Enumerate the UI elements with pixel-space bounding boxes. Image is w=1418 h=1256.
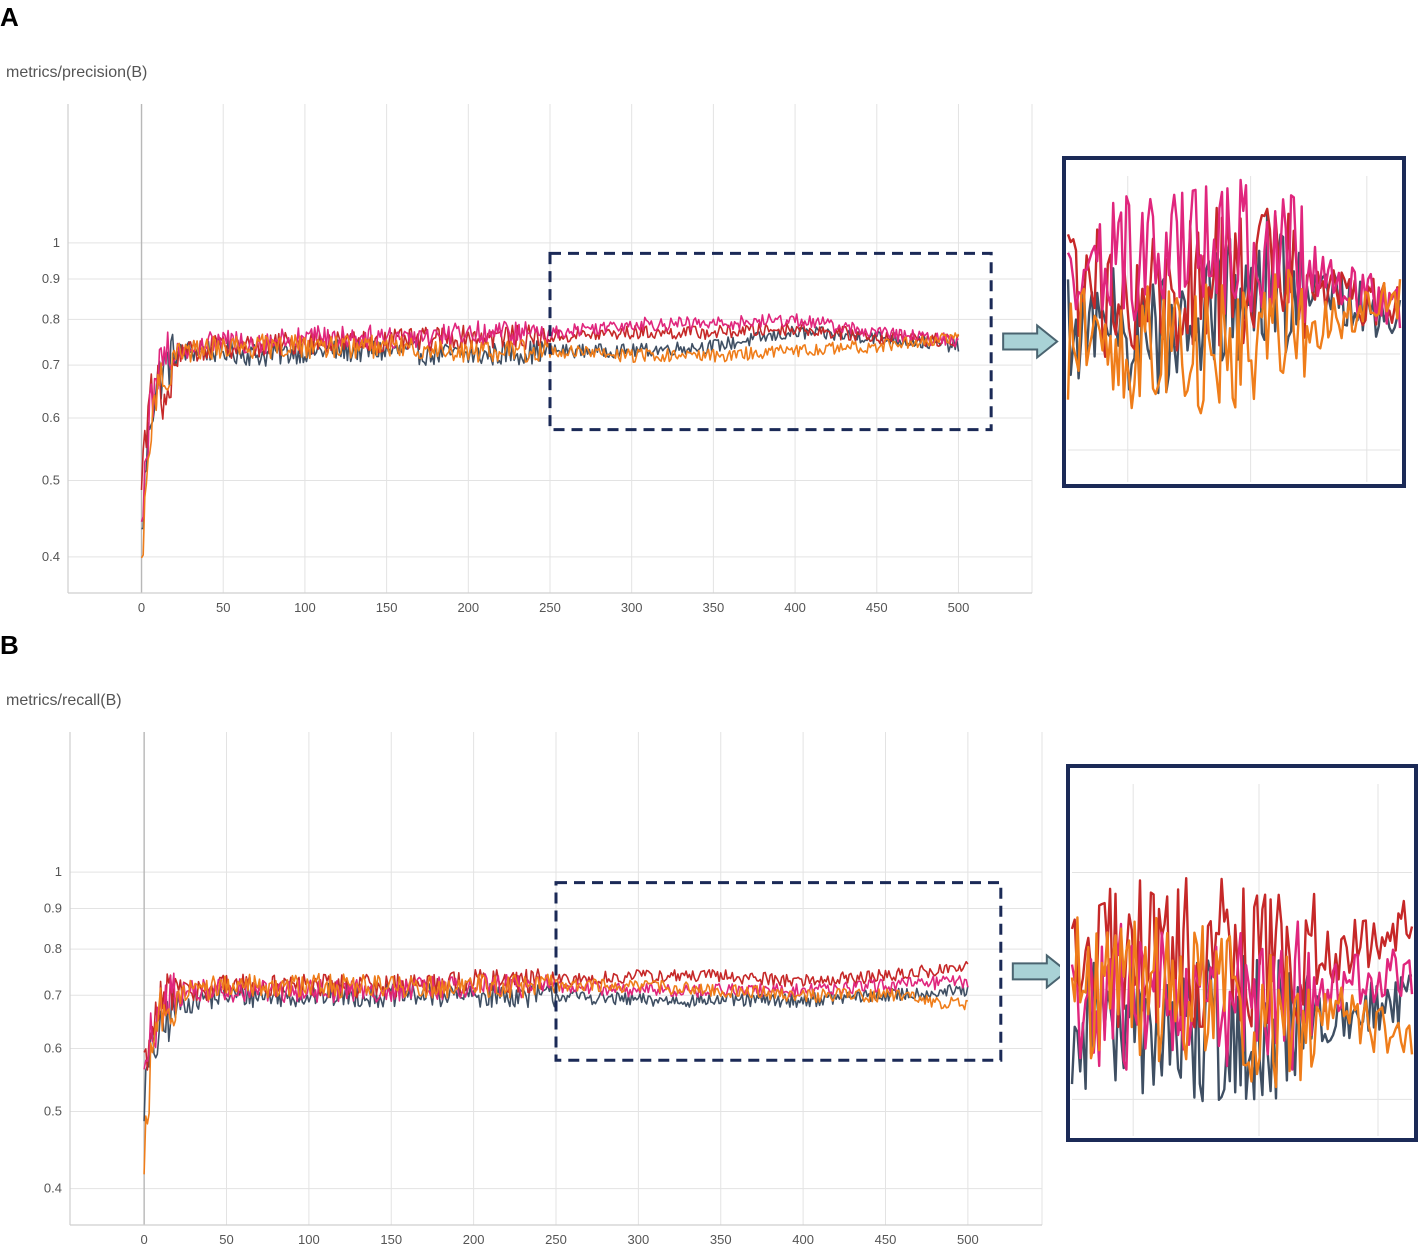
y-tick-label: 0.5	[42, 472, 60, 487]
x-tick-label: 50	[216, 600, 230, 615]
x-tick-label: 0	[138, 600, 145, 615]
y-tick-label: 0.4	[42, 549, 60, 564]
y-tick-label: 1	[53, 235, 60, 250]
x-tick-label: 400	[792, 1232, 814, 1247]
zoom-series-line-4	[1070, 916, 1414, 1089]
y-tick-label: 0.8	[44, 941, 62, 956]
x-tick-label: 200	[457, 600, 479, 615]
x-tick-label: 300	[621, 600, 643, 615]
zoom-region-box	[554, 881, 1003, 1062]
x-tick-label: 300	[628, 1232, 650, 1247]
y-tick-label: 0.6	[42, 410, 60, 425]
x-tick-label: 50	[219, 1232, 233, 1247]
x-tick-label: 450	[875, 1232, 897, 1247]
panel-letter-a: A	[0, 2, 19, 32]
chart-title-recall: metrics/recall(B)	[6, 692, 122, 709]
x-tick-label: 450	[866, 600, 888, 615]
y-tick-label: 0.7	[44, 987, 62, 1002]
zoom-arrow-icon	[1011, 953, 1060, 990]
x-tick-label: 100	[294, 600, 316, 615]
y-tick-label: 0.9	[44, 900, 62, 915]
y-tick-label: 0.5	[44, 1104, 62, 1119]
x-tick-label: 0	[141, 1232, 148, 1247]
zoom-region-box	[548, 251, 993, 432]
y-tick-label: 0.7	[42, 357, 60, 372]
zoom-series-line-3	[1070, 920, 1414, 1071]
x-tick-label: 400	[784, 600, 806, 615]
recall-chart: 0 50 100 150 200 250 300 350 400 450 500 0.4 0.5 0.6 0…	[44, 732, 1060, 1247]
x-tick-label: 100	[298, 1232, 320, 1247]
y-tick-label: 0.6	[44, 1041, 62, 1056]
panel-b: 0 50 100 150 200 250 300 350 400 450 500 0.4 0.5 0.6 0…	[0, 628, 1418, 1256]
zoom-series-line-3	[1066, 178, 1402, 329]
zoom-series-line-4	[1066, 268, 1402, 415]
x-tick-label: 200	[463, 1232, 485, 1247]
x-tick-label: 250	[545, 1232, 567, 1247]
recall-zoom-inset	[1066, 764, 1418, 1142]
chart-title-precision: metrics/precision(B)	[6, 64, 148, 81]
x-tick-label: 250	[539, 600, 561, 615]
panel-letter-b: B	[0, 630, 19, 660]
series-line-4	[143, 972, 969, 1175]
x-tick-label: 500	[957, 1232, 979, 1247]
precision-zoom-inset	[1062, 156, 1406, 488]
series-line-4	[140, 332, 960, 559]
y-tick-label: 1	[55, 864, 62, 879]
y-tick-label: 0.9	[42, 271, 60, 286]
y-tick-label: 0.8	[42, 311, 60, 326]
zoom-arrow-icon	[1002, 323, 1059, 360]
x-tick-label: 150	[376, 600, 398, 615]
x-tick-label: 350	[710, 1232, 732, 1247]
precision-chart: 0 50 100 150 200 250 300 350 400 450 500 0.4 0.5 0.6 0…	[42, 104, 1059, 615]
panel-a: 0 50 100 150 200 250 300 350 400 450 500 0.4 0.5 0.6 0…	[0, 2, 1406, 615]
x-tick-label: 350	[703, 600, 725, 615]
x-tick-label: 500	[948, 600, 970, 615]
x-tick-label: 150	[380, 1232, 402, 1247]
y-tick-label: 0.4	[44, 1181, 62, 1196]
